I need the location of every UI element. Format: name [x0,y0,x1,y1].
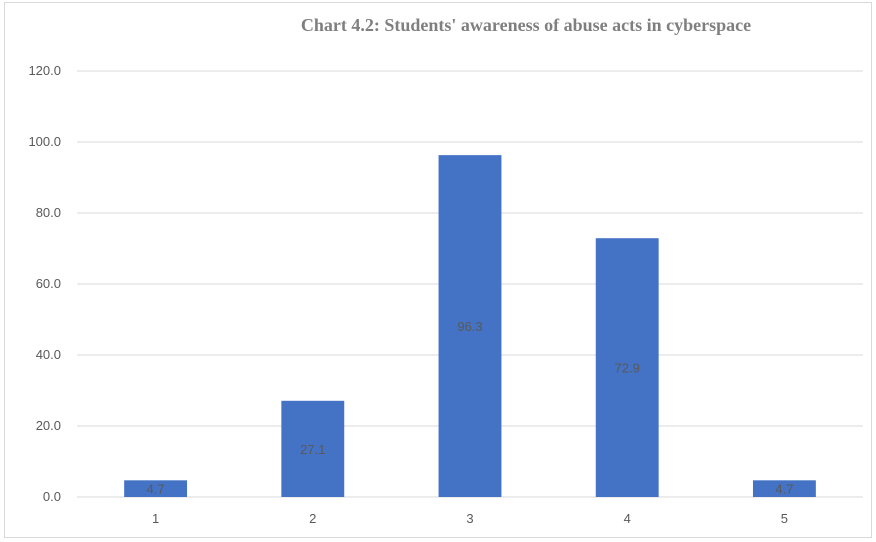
x-tick-label: 2 [309,511,316,526]
chart-title: Chart 4.2: Students' awareness of abuse … [300,15,752,35]
x-tick-label: 4 [624,511,631,526]
bar [595,238,659,497]
y-tick-label: 40.0 [36,347,61,362]
data-label: 27.1 [300,442,325,457]
x-tick-label: 5 [781,511,788,526]
y-tick-label: 100.0 [28,134,61,149]
data-label: 72.9 [615,361,640,376]
bar [752,480,816,497]
y-tick-label: 80.0 [36,205,61,220]
data-label: 96.3 [457,319,482,334]
chart-frame: Chart 4.2: Students' awareness of abuse … [4,2,872,538]
data-label: 4.7 [147,482,165,497]
bar [438,155,502,497]
x-tick-label: 1 [152,511,159,526]
bar [281,400,345,497]
bar-chart: 0.0 20.0 40.0 60.0 80.0 100.0 120.0 4.7 1 27.1 2 96… [28,63,863,526]
y-tick-label: 120.0 [28,63,61,78]
y-tick-label: 60.0 [36,276,61,291]
data-label: 4.7 [775,482,793,497]
x-tick-label: 3 [466,511,473,526]
y-tick-label: 20.0 [36,418,61,433]
bar [124,480,188,497]
y-tick-label: 0.0 [43,489,61,504]
